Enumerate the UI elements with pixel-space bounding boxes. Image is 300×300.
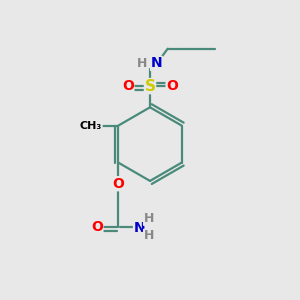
Text: O: O <box>166 79 178 93</box>
Text: H: H <box>136 57 147 70</box>
Text: O: O <box>122 79 134 93</box>
Text: N: N <box>151 56 162 70</box>
Text: CH₃: CH₃ <box>80 121 102 131</box>
Text: O: O <box>112 177 124 191</box>
Text: H: H <box>144 229 154 242</box>
Text: S: S <box>145 79 155 94</box>
Text: H: H <box>144 212 154 225</box>
Text: N: N <box>134 220 145 235</box>
Text: O: O <box>91 220 103 234</box>
